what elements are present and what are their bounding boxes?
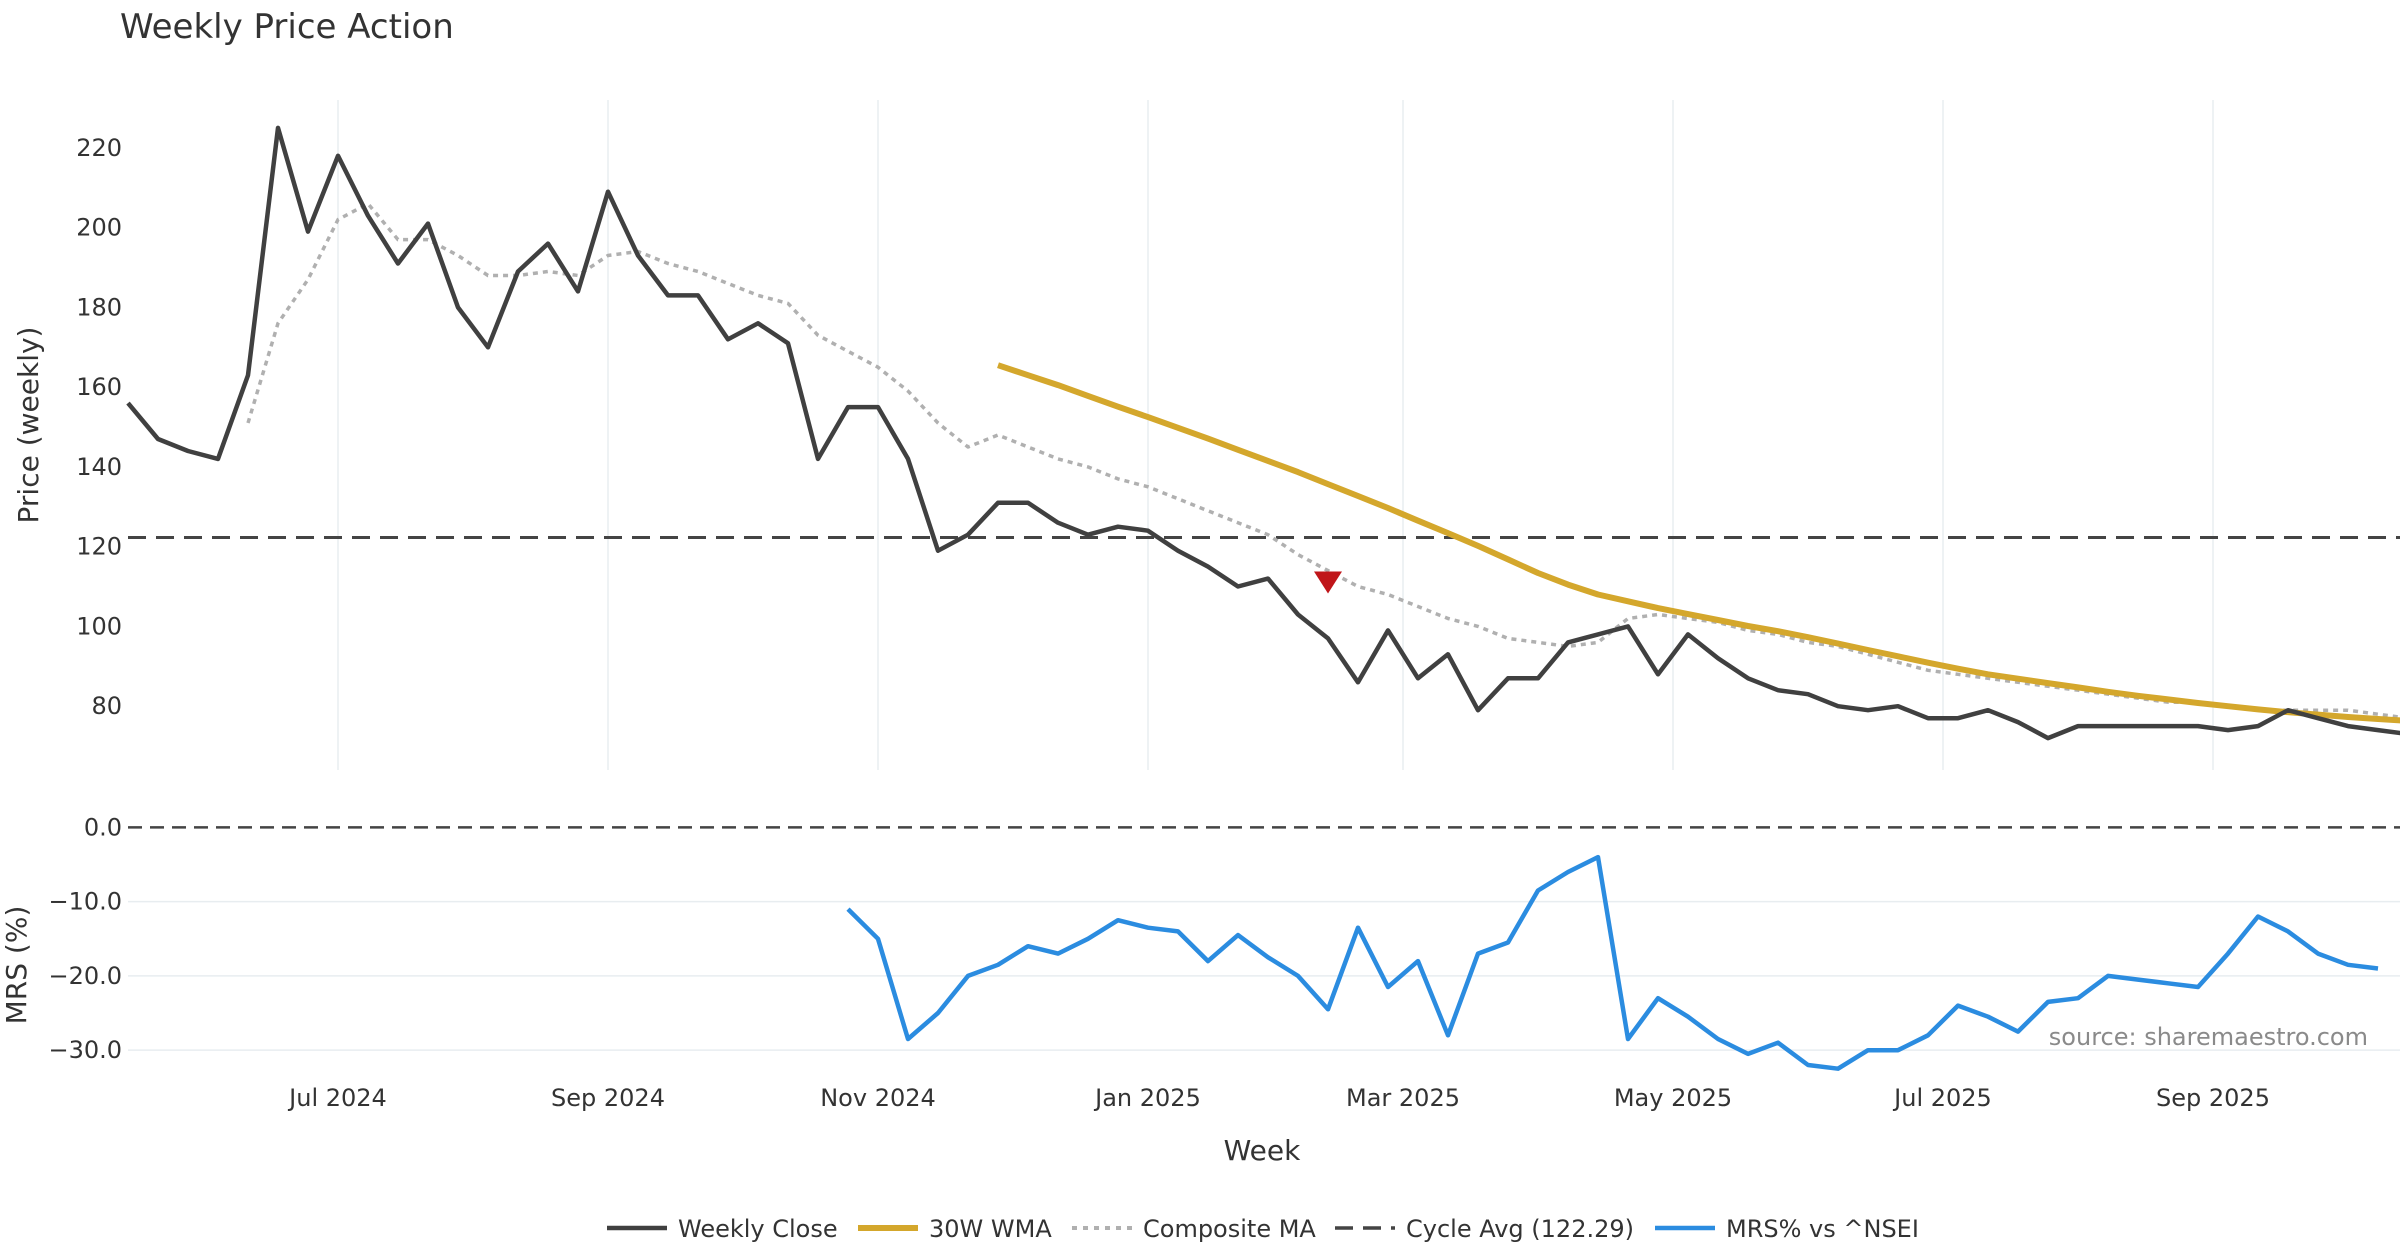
mrs-y-axis-label: MRS (%) — [0, 906, 33, 1025]
price-y-tick-label: 160 — [76, 373, 122, 401]
mrs-gridlines — [128, 900, 2400, 1051]
price-y-tick-label: 140 — [76, 453, 122, 481]
wma-30w-line — [997, 362, 2400, 724]
legend-label: MRS% vs ^NSEI — [1726, 1215, 1919, 1243]
chart-title: Weekly Price Action — [120, 7, 454, 47]
legend: Weekly Close 30W WMA Composite MA Cycle Avg… — [607, 1215, 1919, 1243]
x-tick-label: Sep 2024 — [551, 1084, 665, 1112]
source-credit: source: sharemaestro.com — [2049, 1023, 2368, 1051]
price-y-tick-label: 80 — [91, 692, 122, 720]
x-axis-ticks: Jul 2024 Sep 2024 Nov 2024 Jan 2025 Mar 2025… — [287, 1084, 2270, 1112]
x-tick-label: Mar 2025 — [1346, 1084, 1460, 1112]
x-tick-label: Jan 2025 — [1093, 1084, 1201, 1112]
mrs-series — [128, 826, 2400, 1071]
x-tick-label: May 2025 — [1614, 1084, 1732, 1112]
x-axis-label: Week — [1224, 1134, 1301, 1167]
x-tick-label: Jul 2024 — [287, 1084, 387, 1112]
price-y-tick-label: 180 — [76, 293, 122, 321]
sell-signal-marker — [1314, 571, 1342, 594]
composite-ma-line — [246, 201, 2400, 719]
price-y-tick-label: 220 — [76, 134, 122, 162]
mrs-y-ticks: 0.0 −10.0 −20.0 −30.0 — [48, 813, 122, 1064]
x-tick-label: Nov 2024 — [820, 1084, 936, 1112]
x-tick-label: Sep 2025 — [2156, 1084, 2270, 1112]
price-y-tick-label: 100 — [76, 612, 122, 640]
legend-label: Cycle Avg (122.29) — [1406, 1215, 1634, 1243]
mrs-line — [846, 854, 2379, 1071]
price-y-tick-label: 200 — [76, 214, 122, 242]
mrs-y-tick-label: 0.0 — [84, 813, 122, 841]
weekly-close-line — [126, 125, 2400, 741]
mrs-y-tick-label: −20.0 — [48, 962, 122, 990]
price-y-tick-label: 120 — [76, 533, 122, 561]
price-y-axis-label: Price (weekly) — [12, 327, 45, 524]
legend-label: 30W WMA — [929, 1215, 1052, 1243]
mrs-y-tick-label: −10.0 — [48, 888, 122, 916]
price-series — [126, 125, 2400, 741]
x-tick-label: Jul 2025 — [1892, 1084, 1992, 1112]
legend-label: Weekly Close — [678, 1215, 838, 1243]
mrs-y-tick-label: −30.0 — [48, 1036, 122, 1064]
legend-label: Composite MA — [1143, 1215, 1316, 1243]
price-gridlines — [337, 100, 2214, 770]
price-y-ticks: 80 100 120 140 160 180 200 220 — [76, 134, 122, 720]
